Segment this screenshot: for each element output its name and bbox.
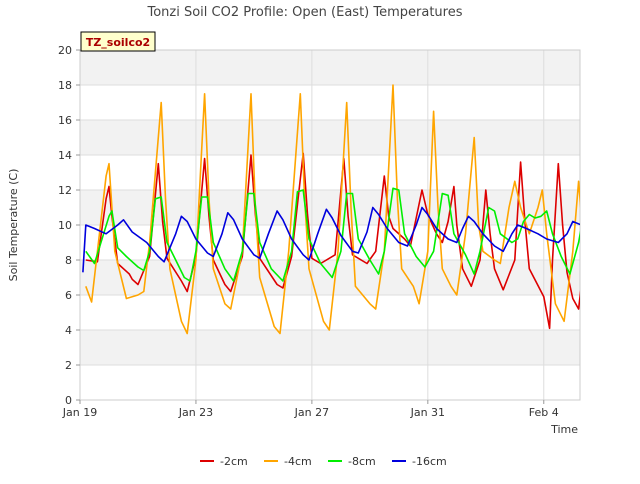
y-tick-label: 4 bbox=[65, 324, 72, 337]
legend: -2cm -4cm -8cm -16cm bbox=[200, 455, 447, 468]
series-line-minus-8cm bbox=[85, 187, 580, 282]
x-tick-label: Feb 4 bbox=[529, 406, 559, 419]
y-axis-label: Soil Temperature (C) bbox=[7, 169, 20, 282]
x-tick-label: Jan 23 bbox=[178, 406, 213, 419]
series-line-minus-4cm bbox=[85, 84, 580, 335]
plot-band bbox=[80, 365, 580, 400]
y-tick-label: 10 bbox=[58, 219, 72, 232]
y-tick-label: 6 bbox=[65, 289, 72, 302]
legend-item: -2cm bbox=[200, 455, 248, 468]
site-label: TZ_soilco2 bbox=[86, 36, 150, 49]
x-axis-label: Time bbox=[550, 423, 578, 436]
legend-item: -8cm bbox=[328, 455, 376, 468]
plot-band bbox=[80, 120, 580, 155]
legend-label: -8cm bbox=[348, 455, 376, 468]
x-tick-label: Jan 19 bbox=[62, 406, 97, 419]
legend-item: -4cm bbox=[264, 455, 312, 468]
y-tick-label: 8 bbox=[65, 254, 72, 267]
series-line-minus-16cm bbox=[82, 206, 580, 273]
y-tick-label: 0 bbox=[65, 394, 72, 407]
chart-title: Tonzi Soil CO2 Profile: Open (East) Temp… bbox=[146, 5, 462, 20]
legend-label: -2cm bbox=[220, 455, 248, 468]
plot-band bbox=[80, 260, 580, 295]
y-tick-label: 2 bbox=[65, 359, 72, 372]
legend-label: -4cm bbox=[284, 455, 312, 468]
x-tick-label: Jan 27 bbox=[294, 406, 329, 419]
x-tick-label: Jan 31 bbox=[410, 406, 445, 419]
y-tick-label: 12 bbox=[58, 184, 72, 197]
plot-band bbox=[80, 330, 580, 365]
x-axis-ticks: Jan 19 Jan 23 Jan 27 Jan 31 Feb 4 bbox=[62, 400, 559, 419]
y-tick-label: 14 bbox=[58, 149, 72, 162]
site-label-box: TZ_soilco2 bbox=[80, 31, 156, 52]
site-label-background bbox=[80, 31, 156, 52]
y-tick-label: 16 bbox=[58, 114, 72, 127]
series-layer bbox=[82, 84, 580, 335]
legend-item: -16cm bbox=[392, 455, 447, 468]
y-axis-ticks: 0 2 4 6 8 10 12 14 16 18 20 bbox=[58, 44, 80, 407]
y-tick-label: 18 bbox=[58, 79, 72, 92]
plot-band bbox=[80, 50, 580, 85]
legend-label: -16cm bbox=[412, 455, 447, 468]
plot-band bbox=[80, 85, 580, 120]
y-tick-label: 20 bbox=[58, 44, 72, 57]
